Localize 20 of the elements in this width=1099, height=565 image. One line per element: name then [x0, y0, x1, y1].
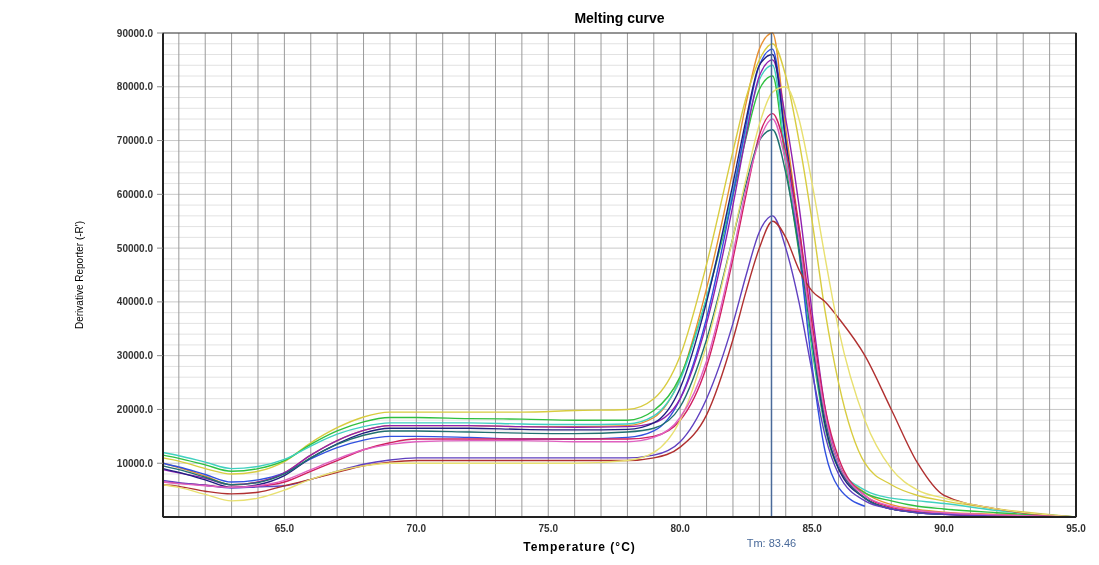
y-tick-label: 50000.0	[116, 242, 154, 254]
x-tick-label: 65.0	[274, 523, 295, 534]
y-tick-label: 10000.0	[116, 457, 154, 469]
y-axis-title: Derivative Reporter (-R')	[74, 220, 85, 330]
x-tick-label: 75.0	[538, 523, 559, 534]
x-tick-label: 70.0	[406, 523, 427, 534]
x-tick-label: 95.0	[1066, 523, 1087, 534]
y-tick-label: 30000.0	[116, 350, 154, 362]
y-tick-label: 70000.0	[116, 135, 154, 147]
y-tick-label: 20000.0	[116, 403, 154, 415]
y-tick-label: 40000.0	[116, 296, 154, 308]
y-tick-label: 60000.0	[116, 188, 154, 200]
x-tick-label: 90.0	[934, 523, 955, 534]
y-tick-label: 90000.0	[116, 27, 154, 39]
y-tick-label: 80000.0	[116, 81, 154, 93]
chart-title: Melting curve	[574, 10, 665, 26]
ref-line-label: Tm: 83.46	[746, 537, 797, 549]
x-axis-title: Temperature (°C)	[523, 540, 636, 554]
x-tick-label: 85.0	[802, 523, 823, 534]
x-tick-label: 80.0	[670, 523, 691, 534]
